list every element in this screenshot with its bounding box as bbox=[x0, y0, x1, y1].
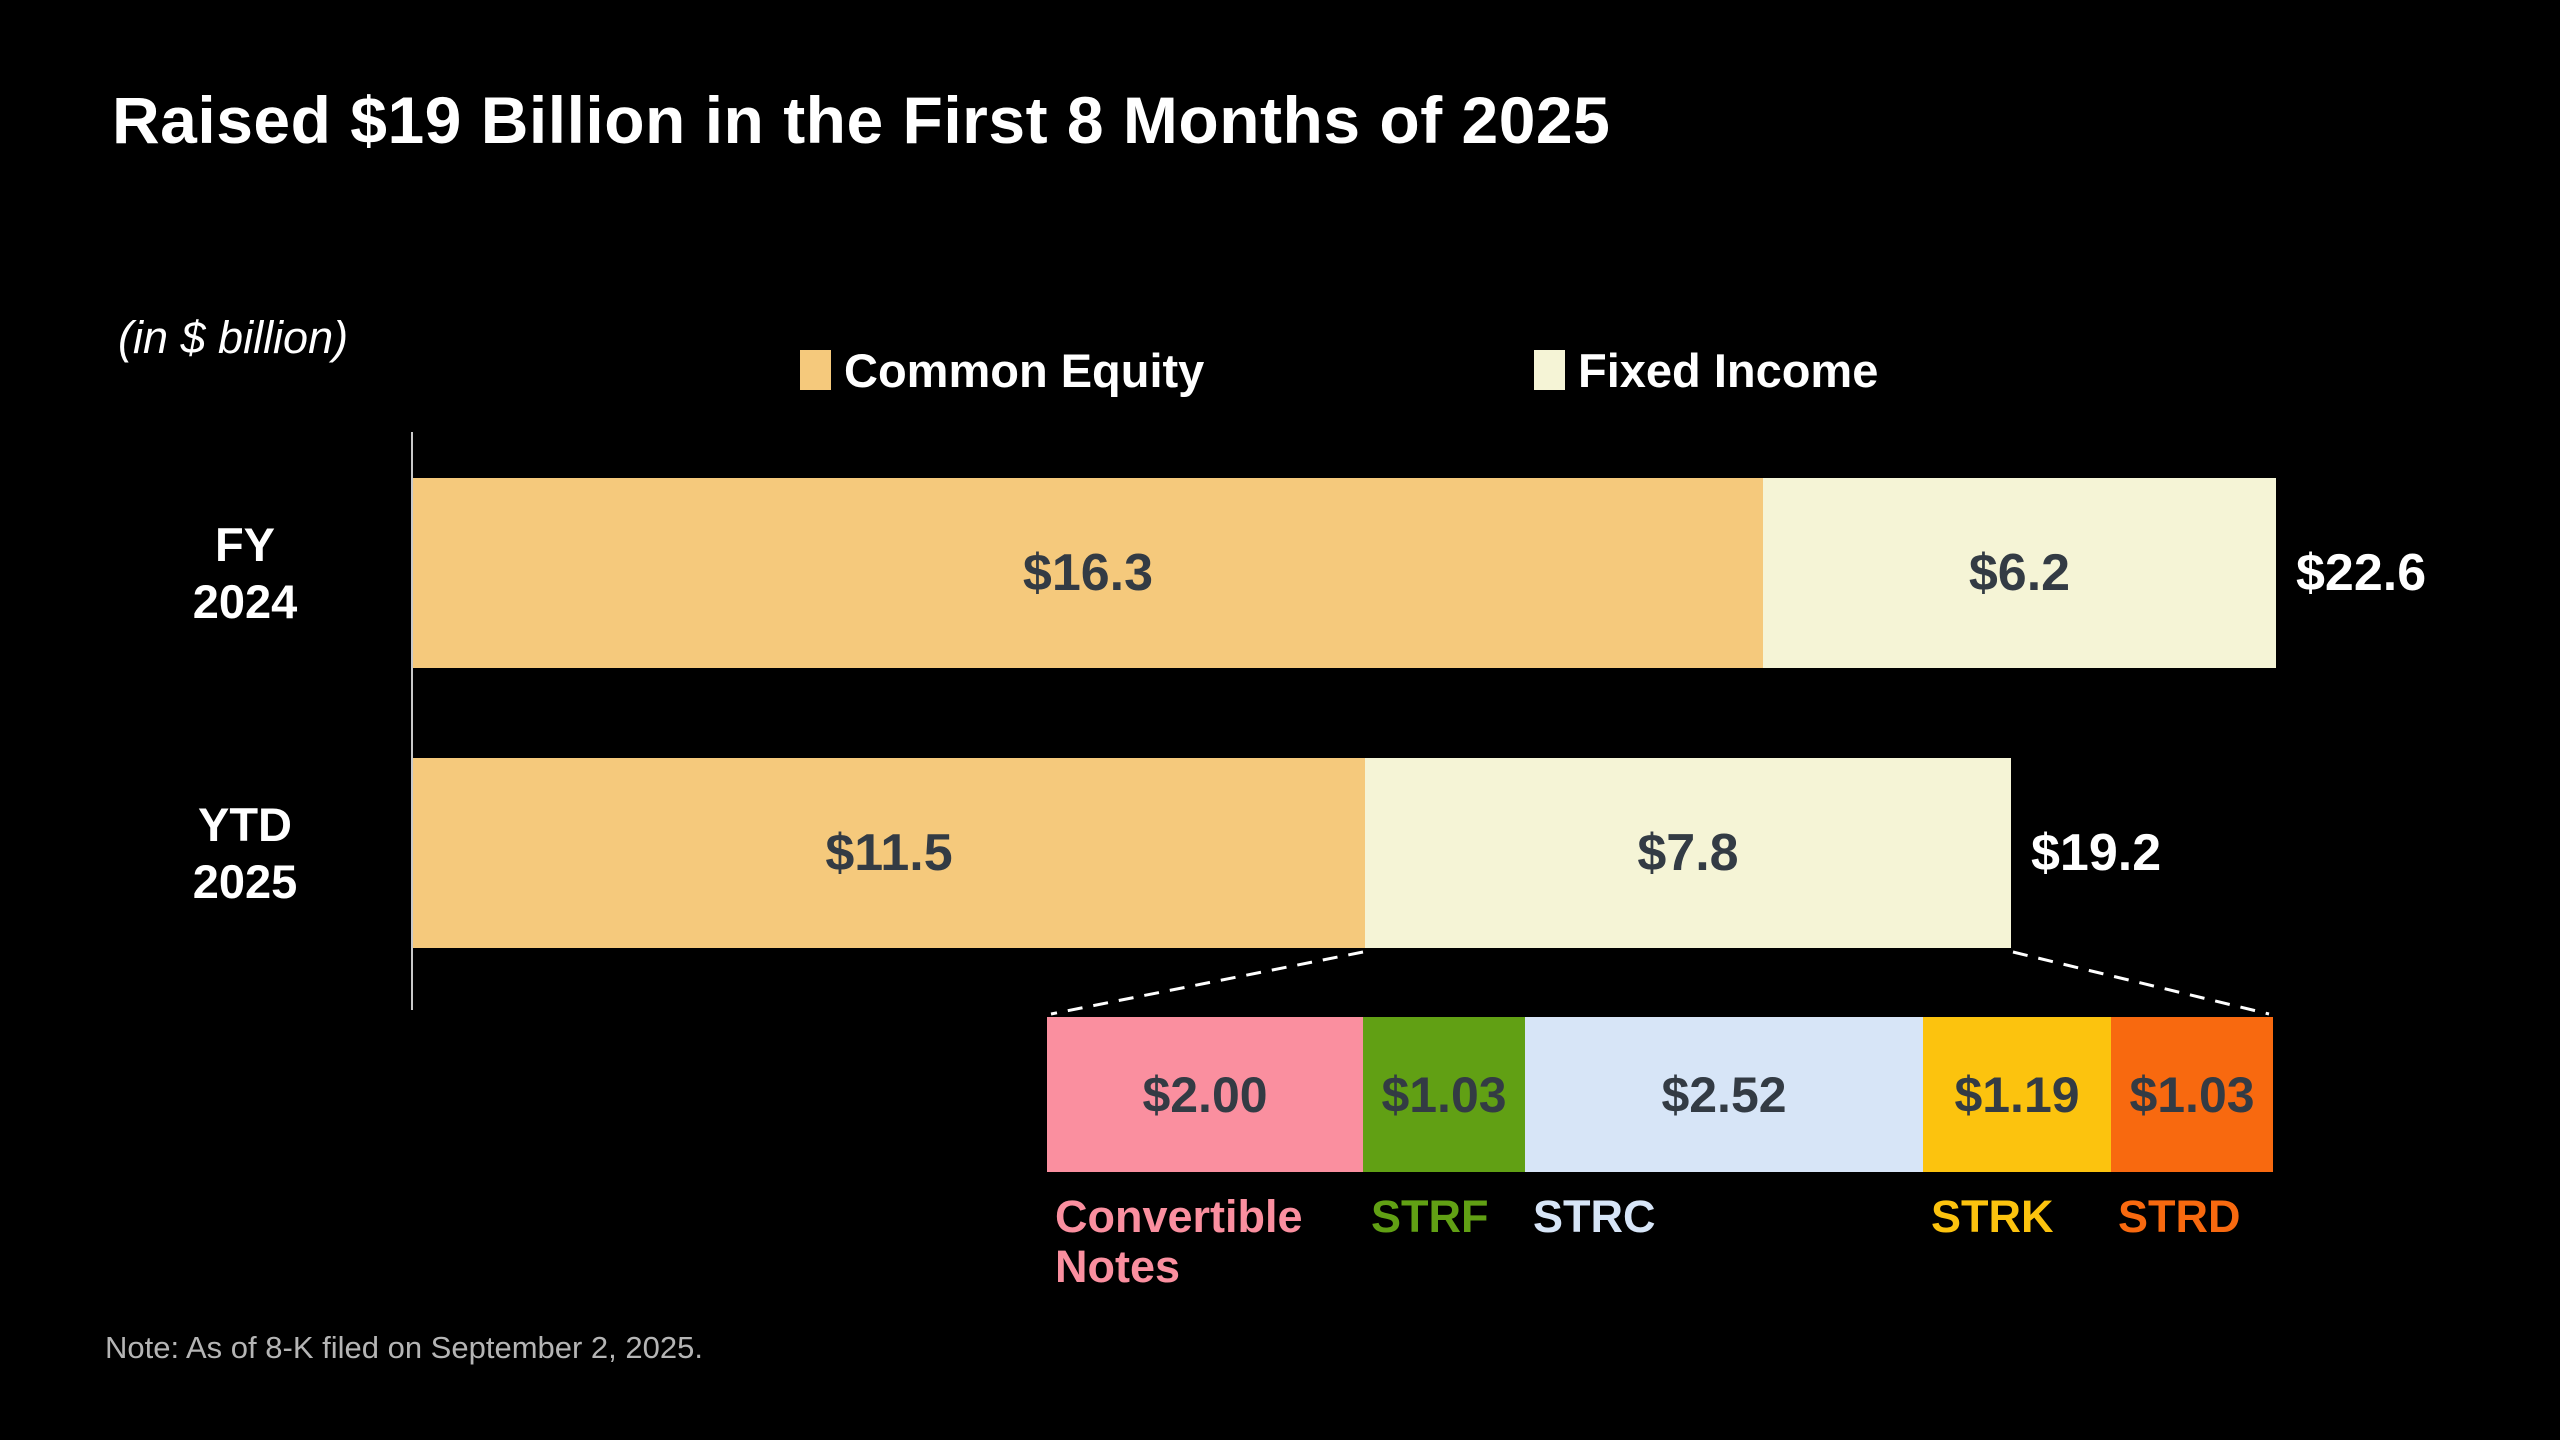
value-label: $1.03 bbox=[2129, 1066, 2255, 1123]
category-label-fy-2024: FY 2024 bbox=[192, 517, 298, 628]
breakdown-segment-strc: $2.52 bbox=[1525, 1017, 1923, 1172]
value-label: $1.03 bbox=[1381, 1066, 1507, 1123]
bar-ytd-2025: $11.5 $7.8 $19.2 bbox=[413, 758, 2161, 948]
page-title: Raised $19 Billion in the First 8 Months… bbox=[112, 83, 1611, 157]
bar-segment-fixed-income-fy2024: $6.2 bbox=[1763, 478, 2276, 668]
value-label: $1.19 bbox=[1954, 1066, 2080, 1123]
bar-segment-fixed-income-ytd2025: $7.8 bbox=[1365, 758, 2011, 948]
value-label: $2.52 bbox=[1661, 1066, 1787, 1123]
value-label: $6.2 bbox=[1968, 544, 2071, 602]
legend-label-fixed-income: Fixed Income bbox=[1578, 343, 1879, 397]
breakdown-label-strc: STRC bbox=[1533, 1191, 1656, 1242]
fixed-income-breakdown-bar: $2.00 $1.03 $2.52 $1.19 $1.03 bbox=[1047, 1017, 2273, 1172]
breakdown-segment-convertible-notes: $2.00 bbox=[1047, 1017, 1363, 1172]
breakdown-label-strd: STRD bbox=[2118, 1191, 2241, 1242]
value-label: $7.8 bbox=[1637, 824, 1739, 882]
value-label: $2.00 bbox=[1142, 1066, 1268, 1123]
breakdown-segment-strf: $1.03 bbox=[1363, 1017, 1525, 1172]
legend-item-common-equity: Common Equity bbox=[800, 342, 1204, 398]
total-label-ytd2025: $19.2 bbox=[2031, 824, 2162, 882]
value-label: $16.3 bbox=[1022, 544, 1154, 602]
bar-segment-common-equity-fy2024: $16.3 bbox=[413, 478, 1763, 668]
footnote: Note: As of 8-K filed on September 2, 20… bbox=[105, 1330, 703, 1365]
breakdown-label-strf: STRF bbox=[1371, 1191, 1489, 1242]
total-label-fy2024: $22.6 bbox=[2296, 544, 2427, 602]
legend-label-common-equity: Common Equity bbox=[844, 343, 1205, 397]
units-label: (in $ billion) bbox=[118, 312, 349, 363]
breakdown-label-strk: STRK bbox=[1931, 1191, 2054, 1242]
common-equity-swatch-icon bbox=[800, 350, 831, 390]
bar-segment-common-equity-ytd2025: $11.5 bbox=[413, 758, 1365, 948]
breakdown-segment-strd: $1.03 bbox=[2111, 1017, 2273, 1172]
fixed-income-swatch-icon bbox=[1534, 350, 1565, 390]
value-label: $11.5 bbox=[825, 824, 953, 882]
breakdown-segment-strk: $1.19 bbox=[1923, 1017, 2111, 1172]
y-axis-line bbox=[411, 432, 413, 1010]
bar-fy-2024: $16.3 $6.2 $22.6 bbox=[413, 478, 2426, 668]
breakdown-label-convertible-notes: Convertible Notes bbox=[1055, 1191, 1303, 1292]
category-label-ytd-2025: YTD 2025 bbox=[192, 797, 298, 908]
legend-item-fixed-income: Fixed Income bbox=[1534, 342, 1878, 398]
